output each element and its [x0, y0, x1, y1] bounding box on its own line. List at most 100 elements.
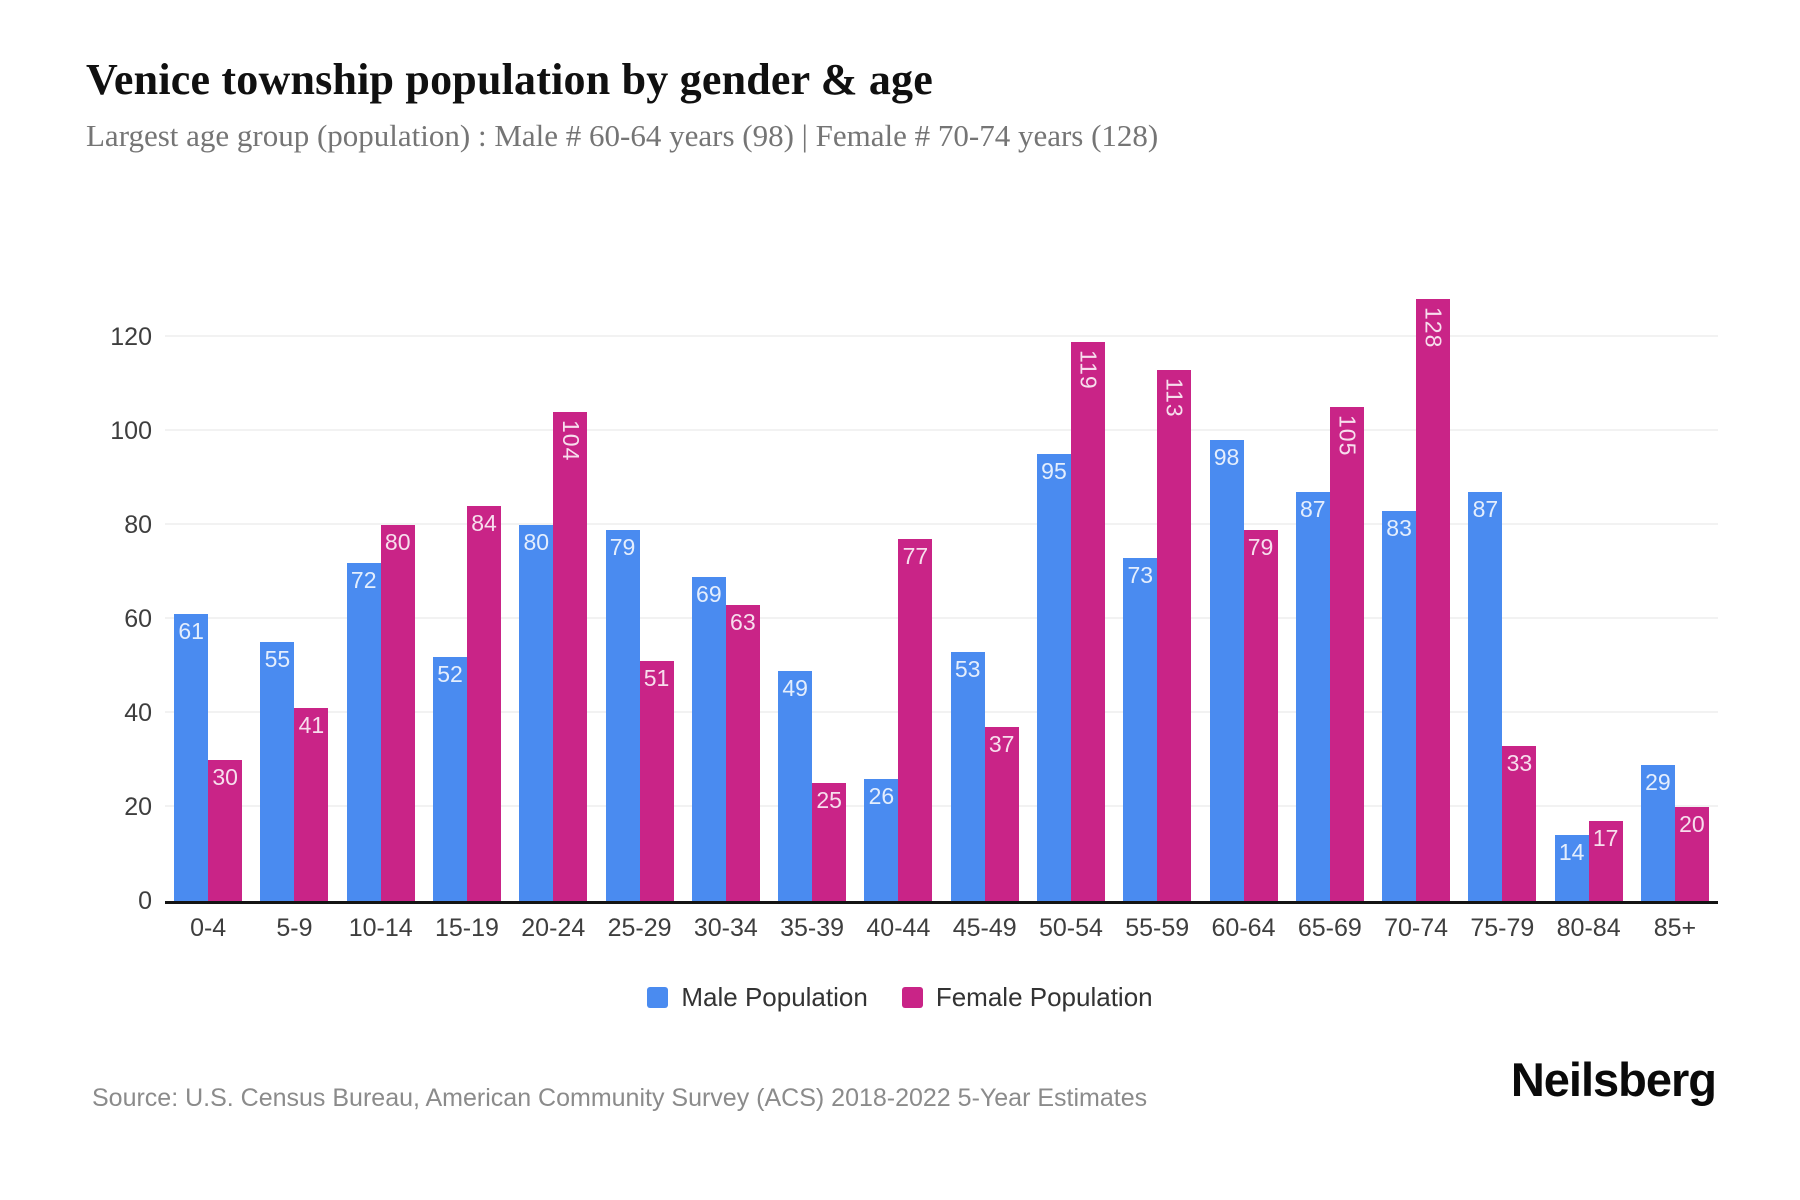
male-bar-70-74: 83: [1382, 511, 1417, 901]
x-tick-label: 50-54: [1038, 914, 1103, 942]
y-tick-label: 80: [124, 511, 152, 539]
bar-value-label: 51: [643, 665, 670, 691]
bar-group-30-34: 69 63: [683, 240, 769, 901]
bar-value-label: 25: [816, 787, 842, 813]
bar-value-label: 37: [988, 731, 1015, 757]
x-tick-label: 25-29: [607, 914, 672, 942]
bar-value-label: 63: [730, 609, 756, 635]
bar-value-label: 105: [1334, 415, 1361, 457]
gridline: [165, 617, 1718, 619]
bar-value-label: 61: [178, 618, 204, 644]
x-tick-label: 55-59: [1125, 914, 1190, 942]
chart-title: Venice township population by gender & a…: [86, 55, 933, 104]
legend-swatch-icon: [901, 987, 923, 1008]
bar-value-label: 80: [523, 529, 550, 555]
legend: Male Population Female Population: [0, 982, 1800, 1013]
gridline: [165, 335, 1718, 337]
male-bar-85+: 29: [1640, 765, 1675, 901]
y-tick-label: 60: [124, 605, 152, 633]
male-bar-65-69: 87: [1295, 492, 1330, 901]
legend-swatch-icon: [647, 987, 669, 1008]
bar-value-label: 80: [384, 529, 411, 555]
female-bar-50-54: 119: [1070, 342, 1105, 901]
source-note: Source: U.S. Census Bureau, American Com…: [92, 1084, 1148, 1112]
female-bar-15-19: 84: [466, 506, 501, 901]
female-bar-10-14: 80: [380, 525, 415, 901]
female-bar-45-49: 37: [984, 727, 1019, 901]
bar-value-label: 128: [1420, 307, 1447, 349]
female-bar-0-4: 30: [208, 760, 243, 901]
female-bar-20-24: 104: [553, 412, 588, 901]
plot-area: 61 30 55 41 72 80 52 84 80 104 79 51 69 63 49 25 26 77 53 3…: [165, 240, 1718, 904]
bar-group-45-49: 53 37: [942, 240, 1028, 901]
bars: 61 30 55 41 72 80 52 84 80 104 79 51 69 63 49 25 26 77 53 3…: [165, 240, 1718, 901]
bar-value-label: 98: [1213, 444, 1240, 470]
chart: 0 20 40 60 80 100 120 61 30 55 41 72 80 52 84 80 104 79 5…: [0, 240, 1800, 942]
male-bar-15-19: 52: [432, 657, 467, 901]
bar-value-label: 95: [1041, 458, 1067, 484]
x-tick-label: 35-39: [780, 914, 845, 942]
bar-group-60-64: 98 79: [1200, 240, 1286, 901]
bar-value-label: 17: [1592, 825, 1619, 851]
bar-value-label: 29: [1645, 769, 1671, 795]
legend-item[interactable]: Male Population: [647, 982, 868, 1013]
y-tick-label: 100: [110, 417, 152, 445]
female-bar-80-84: 17: [1588, 821, 1623, 901]
bar-group-65-69: 87 105: [1287, 240, 1373, 901]
bar-value-label: 30: [212, 764, 238, 790]
bar-group-85+: 29 20: [1632, 240, 1718, 901]
male-bar-80-84: 14: [1554, 835, 1589, 901]
male-bar-0-4: 61: [174, 614, 209, 901]
male-bar-50-54: 95: [1036, 454, 1071, 901]
bar-value-label: 79: [609, 534, 636, 560]
bar-value-label: 87: [1300, 496, 1326, 522]
bar-value-label: 55: [264, 646, 291, 672]
male-bar-40-44: 26: [864, 779, 899, 901]
bar-value-label: 113: [1161, 378, 1188, 418]
bar-value-label: 41: [298, 712, 325, 738]
male-bar-20-24: 80: [519, 525, 554, 901]
bar-value-label: 53: [954, 656, 981, 682]
bar-value-label: 26: [868, 783, 895, 809]
bar-group-10-14: 72 80: [338, 240, 424, 901]
bar-value-label: 87: [1472, 496, 1499, 522]
female-bar-65-69: 105: [1329, 407, 1364, 901]
bar-value-label: 77: [902, 543, 929, 569]
bar-value-label: 119: [1075, 350, 1102, 390]
bar-value-label: 83: [1386, 515, 1412, 541]
female-bar-70-74: 128: [1416, 299, 1451, 901]
bar-group-80-84: 14 17: [1546, 240, 1632, 901]
bar-group-55-59: 73 113: [1114, 240, 1200, 901]
male-bar-10-14: 72: [346, 563, 381, 901]
female-bar-75-79: 33: [1502, 746, 1537, 901]
bar-value-label: 73: [1127, 562, 1154, 588]
bar-value-label: 79: [1247, 534, 1274, 560]
chart-subtitle: Largest age group (population) : Male # …: [86, 118, 1159, 153]
y-tick-label: 0: [138, 887, 152, 915]
bar-value-label: 104: [557, 420, 584, 462]
bar-group-35-39: 49 25: [769, 240, 855, 901]
y-tick-label: 40: [124, 699, 152, 727]
male-bar-5-9: 55: [260, 642, 295, 901]
x-tick-label: 85+: [1653, 914, 1697, 942]
legend-label: Female Population: [935, 982, 1153, 1012]
bar-value-label: 14: [1558, 839, 1585, 865]
gridline: [165, 805, 1718, 807]
x-tick-label: 60-64: [1211, 914, 1276, 942]
gridline: [165, 711, 1718, 713]
x-tick-label: 30-34: [693, 914, 758, 942]
gridline: [165, 429, 1718, 431]
male-bar-30-34: 69: [691, 577, 726, 901]
female-bar-60-64: 79: [1243, 530, 1278, 901]
y-tick-label: 20: [124, 793, 152, 821]
bar-group-0-4: 61 30: [165, 240, 251, 901]
bar-group-40-44: 26 77: [855, 240, 941, 901]
gridline: [165, 523, 1718, 525]
x-tick-label: 10-14: [348, 914, 413, 942]
legend-item[interactable]: Female Population: [901, 982, 1153, 1013]
male-bar-25-29: 79: [605, 530, 640, 901]
x-tick-label: 70-74: [1384, 914, 1449, 942]
x-tick-label: 40-44: [866, 914, 931, 942]
female-bar-25-29: 51: [639, 661, 674, 901]
